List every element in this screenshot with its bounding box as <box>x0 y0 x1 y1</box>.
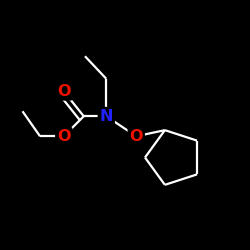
Text: O: O <box>57 129 70 144</box>
Text: N: N <box>100 109 113 124</box>
Text: O: O <box>130 129 143 144</box>
Text: O: O <box>57 84 70 99</box>
